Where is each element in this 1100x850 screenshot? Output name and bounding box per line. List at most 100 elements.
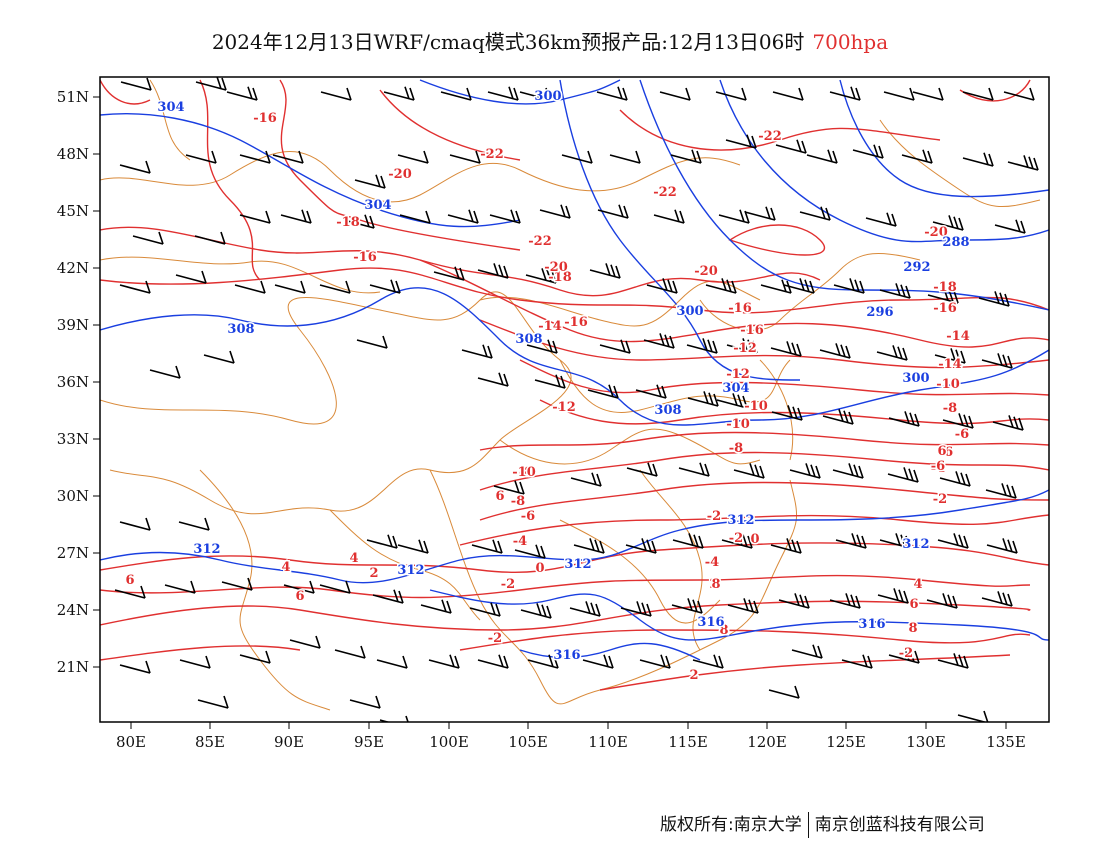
temperature-isotherm — [279, 79, 521, 251]
wind-barb — [789, 463, 821, 479]
temperature-isotherm — [100, 600, 1031, 631]
temperature-isotherm — [959, 79, 1031, 102]
temperature-label: -6 — [931, 459, 945, 474]
wind-barb — [349, 695, 381, 709]
map-title: 2024年12月13日WRF/cmaq模式36km预报产品:12月13日06时 7… — [0, 26, 1100, 55]
temperature-label: -16 — [728, 301, 752, 316]
wind-barb — [877, 588, 909, 604]
wind-barb — [589, 263, 621, 279]
temperature-label: -6 — [939, 445, 953, 460]
footer: 版权所有:南京大学 南京创蓝科技有限公司 — [660, 810, 985, 838]
wind-barb — [420, 599, 452, 614]
temperature-label: -14 — [938, 357, 962, 372]
wind-barb — [514, 544, 546, 559]
wind-barb — [937, 653, 969, 669]
wind-barb — [334, 645, 366, 659]
wind-barb — [525, 268, 557, 284]
wind-barb — [597, 204, 629, 219]
wind-barb — [319, 580, 351, 594]
height-label: 308 — [227, 322, 254, 337]
lat-label: 36N — [57, 373, 89, 391]
wind-barb — [718, 209, 750, 224]
temperature-label: 8 — [711, 577, 720, 592]
height-label: 316 — [858, 617, 885, 632]
temperature-label: 2 — [709, 577, 718, 592]
wind-barb — [715, 87, 747, 101]
wind-barb — [272, 150, 304, 164]
wind-barb — [932, 215, 964, 231]
lon-label: 110E — [588, 733, 628, 751]
wind-barb — [721, 533, 753, 549]
temperature-label: -4 — [931, 461, 945, 476]
geopotential-height-contour — [429, 589, 1049, 641]
wind-barb — [639, 654, 671, 669]
wind-barb — [356, 335, 388, 349]
wind-barb — [646, 278, 678, 294]
wind-barb — [428, 654, 460, 669]
temperature-isotherm — [100, 226, 821, 297]
wind-barb — [477, 263, 509, 279]
temperature-isotherm — [479, 481, 1049, 521]
wind-barb — [289, 635, 321, 649]
temperature-label: 6 — [125, 573, 134, 588]
wind-barb — [692, 654, 724, 669]
admin-boundary — [639, 469, 703, 651]
lon-label: 135E — [986, 733, 1026, 751]
temperature-label: -14 — [538, 319, 562, 334]
wind-barb — [599, 339, 631, 354]
geopotential-height-contour — [100, 287, 1049, 426]
lon-label: 85E — [195, 733, 225, 751]
wind-barb — [901, 149, 933, 164]
wind-barb — [185, 150, 217, 164]
wind-barb — [320, 87, 352, 101]
boundary-layer — [100, 79, 1041, 711]
wind-barb — [447, 209, 479, 224]
wind-barb — [469, 602, 501, 617]
wind-barb — [888, 648, 920, 664]
wind-barb — [527, 654, 559, 669]
temperature-isotherm — [100, 574, 1031, 599]
wind-barb — [625, 538, 657, 554]
wind-barb — [376, 655, 408, 669]
wind-barb — [770, 341, 802, 357]
wind-barb — [119, 160, 151, 174]
wind-barb — [239, 210, 271, 224]
temperature-label: -18 — [336, 215, 360, 230]
wind-barb — [822, 409, 854, 425]
lon-label: 80E — [116, 733, 146, 751]
wind-barb — [179, 655, 211, 669]
wind-barb — [197, 695, 229, 709]
height-label: 292 — [903, 260, 930, 275]
height-label: 296 — [866, 305, 893, 320]
wind-barb — [687, 391, 719, 407]
wind-barb — [829, 593, 861, 609]
lon-label: 120E — [747, 733, 787, 751]
lat-label: 42N — [57, 259, 89, 277]
wind-barb — [876, 345, 908, 361]
temperature-label: 4 — [349, 551, 358, 566]
wind-barb — [487, 86, 519, 101]
wind-barb — [477, 654, 509, 669]
wind-barb — [354, 174, 386, 189]
admin-boundary — [149, 79, 191, 161]
temperature-isotherm — [100, 267, 1049, 314]
copyright-text: 版权所有:南京大学 — [660, 815, 802, 835]
wind-barb — [678, 462, 710, 477]
wind-barb — [178, 517, 210, 531]
lat-label: 30N — [57, 487, 89, 505]
temperature-label: 0 — [535, 561, 544, 576]
wind-barb — [733, 463, 765, 479]
company-name: 南京创蓝科技有限公司 — [814, 815, 985, 835]
temperature-label: -12 — [726, 367, 750, 382]
wind-barb — [582, 654, 614, 669]
title-text: 2024年12月13日WRF/cmaq模式36km预报产品:12月13日06时 — [211, 30, 805, 54]
temperature-isotherm — [100, 542, 1049, 574]
wind-barb — [962, 152, 994, 167]
wind-barb — [832, 463, 864, 479]
temperature-isotherm — [479, 451, 1049, 491]
wind-barb — [888, 411, 920, 427]
temperature-isotherm — [459, 514, 1049, 546]
temperature-label: -12 — [552, 400, 576, 415]
wind-barb — [195, 77, 227, 91]
